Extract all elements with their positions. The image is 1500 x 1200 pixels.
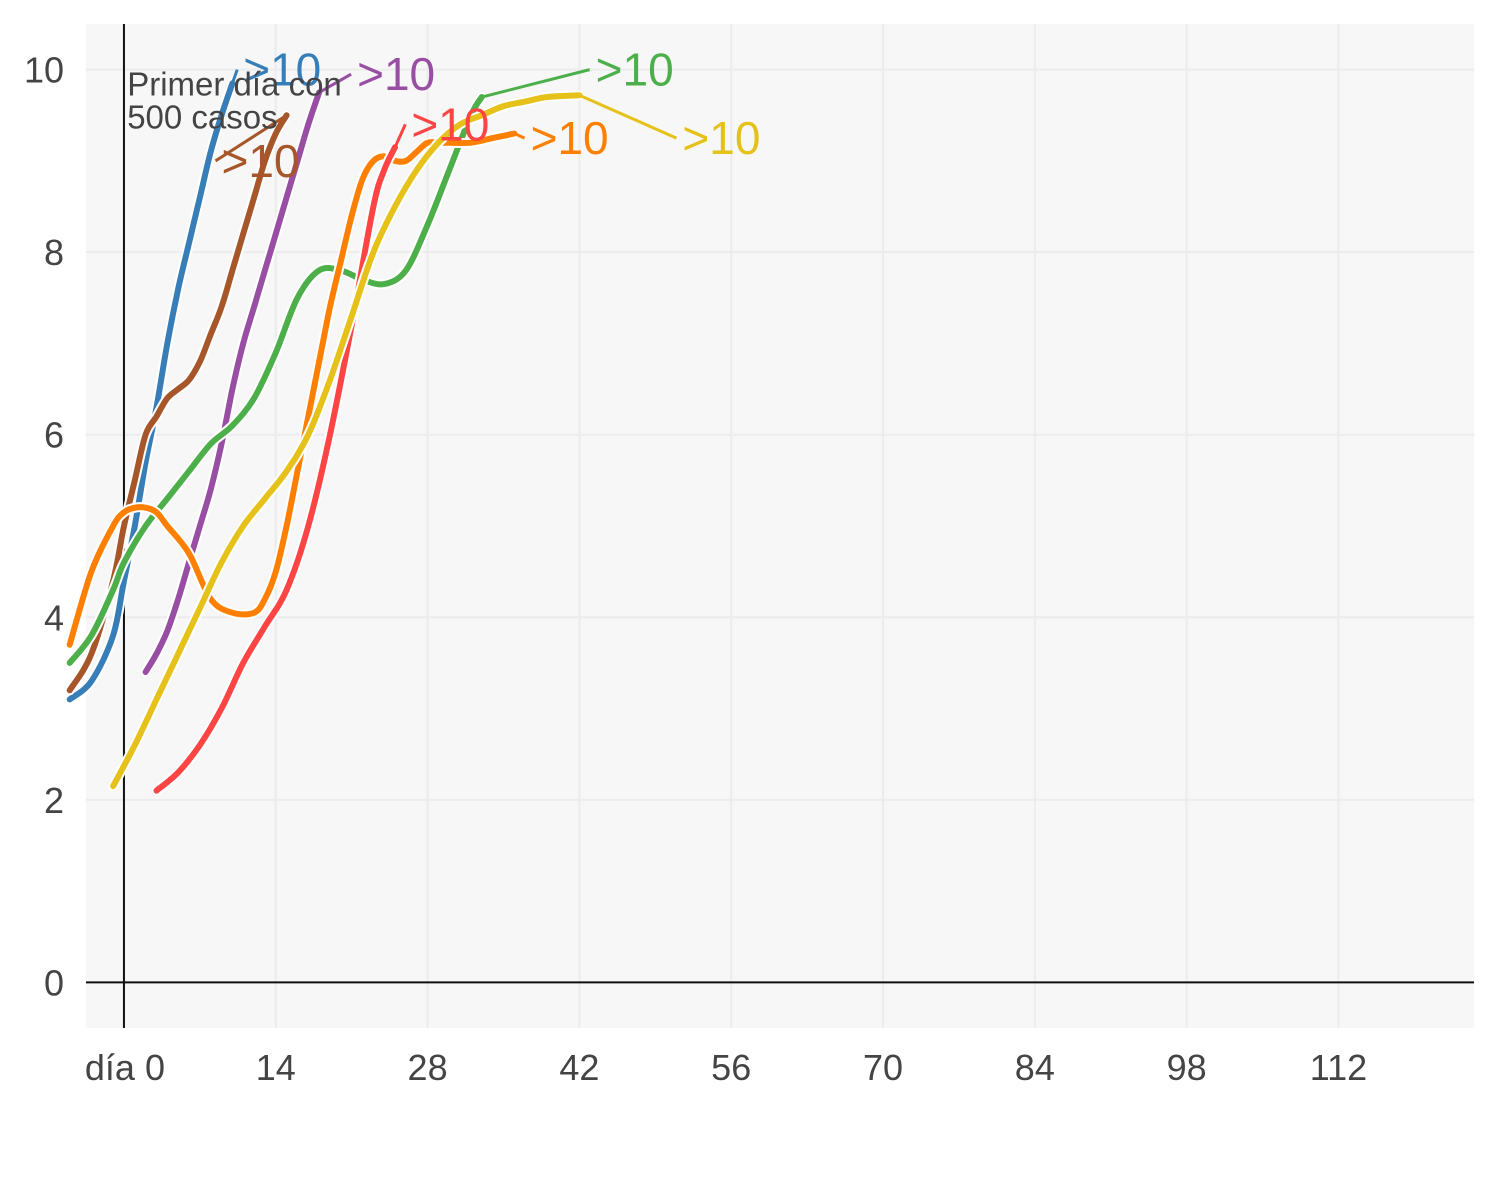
series-line [153,144,398,794]
annotation-line-2: 500 casos [127,98,277,135]
y-tick-label: 10 [24,50,64,91]
end-labels: >10>10>10 >10>10>10 >10 [214,44,760,187]
annotation-text: Primer día con 500 casos [127,65,351,135]
x-tick-label: 98 [1167,1047,1207,1088]
y-tick-label: 6 [44,415,64,456]
y-tick-label: 8 [44,232,64,273]
label-leader-line [214,114,288,163]
series-6 [108,90,585,792]
series-3 [64,92,487,668]
series-line [66,80,236,703]
label-leader-line [578,93,678,140]
label-leader-line [318,72,352,94]
series-0 [64,78,238,705]
axes: día 0 14 28 42 56 70 84 98 112 0 2 4 6 8 10 [24,24,1474,1088]
series-end-label: >10 [682,112,760,164]
series-line [110,92,583,790]
x-tick-label: 28 [408,1047,448,1088]
label-leader-line [513,132,526,140]
x-tick-label: 14 [256,1047,296,1088]
series-line [66,130,518,648]
series-2 [140,87,325,678]
series-line [66,112,290,694]
series-1 [64,110,292,696]
series-line [142,89,323,675]
label-leader-line [481,68,591,99]
x-tick-label: 56 [711,1047,751,1088]
y-tick-label: 0 [44,962,64,1003]
series-lines [64,78,585,796]
x-tick-label: día 0 [85,1047,165,1088]
label-leader-line [230,69,239,84]
x-tick-label: 84 [1015,1047,1055,1088]
y-tick-label: 4 [44,597,64,638]
plot-background [86,24,1474,1028]
series-end-label: >10 [357,48,435,100]
series-5 [151,142,401,796]
label-leader-line [393,123,407,148]
annotation-line-1: Primer día con [127,65,342,102]
x-tick-label: 42 [559,1047,599,1088]
series-end-label: >10 [222,135,300,187]
x-tick-label: 70 [863,1047,903,1088]
y-tick-label: 2 [44,780,64,821]
series-end-label: >10 [411,98,489,150]
x-tick-label: 112 [1310,1047,1367,1088]
series-end-label: >10 [531,112,609,164]
series-end-label: >10 [596,44,674,96]
series-end-label: >10 [243,44,321,96]
series-line [66,94,485,666]
